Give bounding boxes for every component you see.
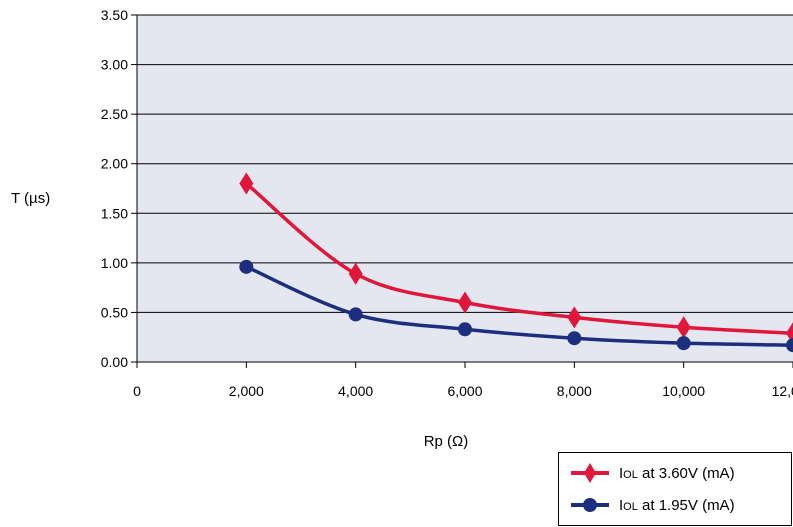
- series-line-1: [245, 182, 793, 335]
- series-group: [239, 172, 793, 353]
- y-tick-label: 1.50: [101, 205, 128, 221]
- x-tick-label: 0: [133, 383, 141, 399]
- legend-label-series-1: IOL at 3.60V (mA): [619, 464, 735, 482]
- legend-item-series-1: IOL at 3.60V (mA): [569, 461, 735, 485]
- y-axis-label: T (µs): [11, 190, 50, 207]
- data-point-circle: [567, 331, 582, 346]
- series-line-2: [245, 265, 793, 347]
- x-tick-label: 2,000: [229, 383, 264, 399]
- x-tick-label: 12,000: [772, 383, 793, 399]
- x-axis-ticks: 0 2,000 4,000 6,000 8,000 10,000 12,000: [133, 362, 793, 399]
- y-axis-ticks: 0.00 0.50 1.00 1.50 2.00 2.50 3.00 3.50: [101, 7, 137, 370]
- data-point-circle: [458, 322, 472, 337]
- legend-item-series-2: IOL at 1.95V (mA): [569, 493, 735, 517]
- data-point-circle: [676, 336, 691, 351]
- y-tick-label: 1.00: [101, 255, 128, 271]
- y-tick-label: 2.00: [101, 156, 128, 172]
- data-point-circle: [239, 259, 254, 274]
- legend-label-series-2: IOL at 1.95V (mA): [619, 496, 735, 514]
- data-point-diamond: [348, 262, 363, 285]
- x-tick-label: 8,000: [557, 383, 592, 399]
- data-point-circle: [786, 338, 793, 353]
- y-tick-label: 0.00: [101, 354, 128, 370]
- legend: IOL at 3.60V (mA) IOL at 1.95V (mA): [558, 452, 792, 526]
- y-tick-label: 3.50: [101, 7, 128, 23]
- legend-swatch-circle: [571, 498, 609, 512]
- data-point-diamond: [676, 316, 691, 339]
- y-tick-label: 3.00: [101, 57, 128, 73]
- data-point-circle: [348, 307, 363, 322]
- y-tick-label: 0.50: [101, 304, 128, 320]
- data-point-diamond: [458, 291, 472, 314]
- data-point-diamond: [239, 172, 254, 195]
- x-tick-label: 10,000: [662, 383, 705, 399]
- y-tick-label: 2.50: [101, 106, 128, 122]
- data-point-diamond: [567, 306, 582, 329]
- x-axis-label: Rp (Ω): [424, 433, 469, 450]
- x-tick-label: 4,000: [338, 383, 373, 399]
- x-tick-label: 6,000: [447, 383, 482, 399]
- legend-swatch-diamond: [571, 463, 609, 483]
